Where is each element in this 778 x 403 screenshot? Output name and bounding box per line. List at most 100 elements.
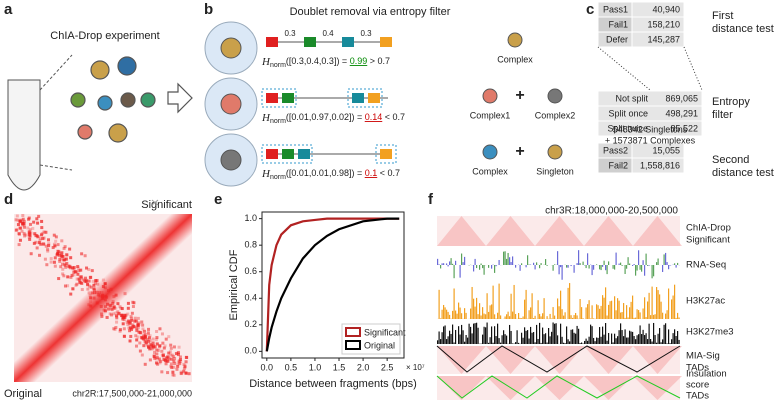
signal-bar	[665, 252, 667, 265]
signal-bar	[495, 336, 497, 344]
signal-bar	[476, 322, 478, 344]
heatmap-cell	[46, 249, 50, 253]
heatmap-cell	[176, 360, 180, 364]
heatmap-cell	[158, 344, 162, 348]
signal-bar	[498, 259, 500, 265]
signal-bar	[591, 305, 593, 319]
heatmap-cell	[154, 338, 158, 342]
signal-bar	[531, 332, 533, 344]
signal-bar	[621, 330, 623, 344]
signal-bar	[441, 309, 443, 319]
heatmap-cell	[122, 334, 126, 338]
heatmap-cell	[159, 359, 163, 363]
heatmap-cell	[95, 301, 99, 305]
heatmap-cell	[172, 355, 176, 359]
signal-bar	[632, 265, 634, 266]
heatmap-cell	[18, 238, 22, 242]
heatmap-cell	[90, 269, 94, 273]
panel-label: a	[4, 1, 13, 18]
heatmap-cell	[177, 359, 181, 363]
heatmap-cell	[85, 266, 89, 270]
signal-bar	[674, 263, 676, 265]
signal-bar	[578, 250, 580, 265]
heatmap-cell	[113, 327, 117, 331]
signal-bar	[611, 300, 613, 319]
heatmap-cell	[41, 237, 45, 241]
heatmap-cell	[136, 323, 140, 327]
heatmap-cell	[114, 326, 118, 330]
signal-bar	[567, 339, 569, 344]
heatmap-cell	[127, 326, 131, 330]
weight: 0.3	[360, 29, 372, 38]
heatmap-cell	[179, 370, 183, 374]
heatmap-cell	[109, 287, 113, 291]
panel-label: b	[204, 1, 213, 18]
heatmap-cell	[58, 259, 62, 263]
signal-bar	[659, 294, 661, 319]
y-tick-label: 0.6	[244, 266, 257, 276]
signal-bar	[653, 322, 655, 344]
heatmap-cell	[184, 355, 188, 359]
heatmap-cell	[114, 311, 118, 315]
heatmap-cell	[18, 219, 22, 223]
complex-label: Singleton	[536, 166, 574, 176]
heatmap-cell	[179, 372, 183, 376]
signal-bar	[476, 265, 478, 269]
formula-part: norm	[270, 62, 286, 69]
signal-bar	[546, 342, 548, 344]
heatmap-cell	[110, 313, 114, 317]
track-label: RNA-Seq	[686, 260, 726, 271]
heatmap-cell	[136, 322, 140, 326]
heatmap-cell	[145, 337, 149, 341]
heatmap-cell	[69, 292, 73, 296]
signal-bar	[525, 265, 527, 268]
signal-bar	[600, 305, 602, 319]
heatmap-cell	[89, 285, 93, 289]
heatmap-cell	[84, 280, 88, 284]
signal-bar	[665, 323, 667, 344]
signal-bar	[648, 323, 650, 344]
heatmap-cell	[132, 325, 136, 329]
signal-bar	[579, 263, 581, 265]
heatmap-cell	[57, 277, 61, 281]
fragment	[266, 149, 278, 159]
signal-bar	[597, 337, 599, 344]
signal-bar	[509, 257, 511, 265]
heatmap-cell	[105, 315, 109, 319]
table-label: Pass2	[603, 145, 628, 155]
signal-bar	[458, 326, 460, 344]
heatmap-cell	[97, 293, 101, 297]
region: chr2R:17,500,000-21,000,000	[72, 388, 192, 398]
heatmap-cell	[182, 369, 186, 373]
heatmap-cell	[143, 338, 147, 342]
heatmap-cell	[148, 347, 152, 351]
signal-bar	[666, 262, 668, 265]
signal-bar	[542, 327, 544, 344]
signal-bar	[579, 299, 581, 319]
signal-bar	[482, 307, 484, 319]
signal-bar	[582, 318, 584, 319]
weight: 0.4	[322, 29, 334, 38]
heatmap-cell	[147, 327, 151, 331]
table-label: Fail2	[608, 160, 628, 170]
heatmap-cell	[15, 228, 19, 232]
heatmap-cell	[74, 283, 78, 287]
signal-bar	[501, 335, 503, 344]
heatmap-cell	[47, 242, 51, 246]
complex-icon	[547, 88, 563, 104]
heatmap-cell	[184, 360, 188, 364]
droplet-core	[220, 37, 242, 59]
heatmap-cell	[84, 276, 88, 280]
signal-bar	[519, 265, 521, 271]
heatmap-label: Significant	[141, 199, 192, 211]
signal-bar	[614, 333, 616, 344]
track-label: H3K27ac	[686, 296, 725, 307]
heatmap-cell	[92, 288, 96, 292]
signal-bar	[464, 256, 466, 265]
signal-bar	[486, 293, 488, 319]
fragment	[304, 37, 316, 47]
signal-bar	[450, 258, 452, 265]
heatmap-cell	[104, 305, 108, 309]
table-cell	[597, 157, 633, 174]
track-label: Insulation	[686, 369, 727, 380]
